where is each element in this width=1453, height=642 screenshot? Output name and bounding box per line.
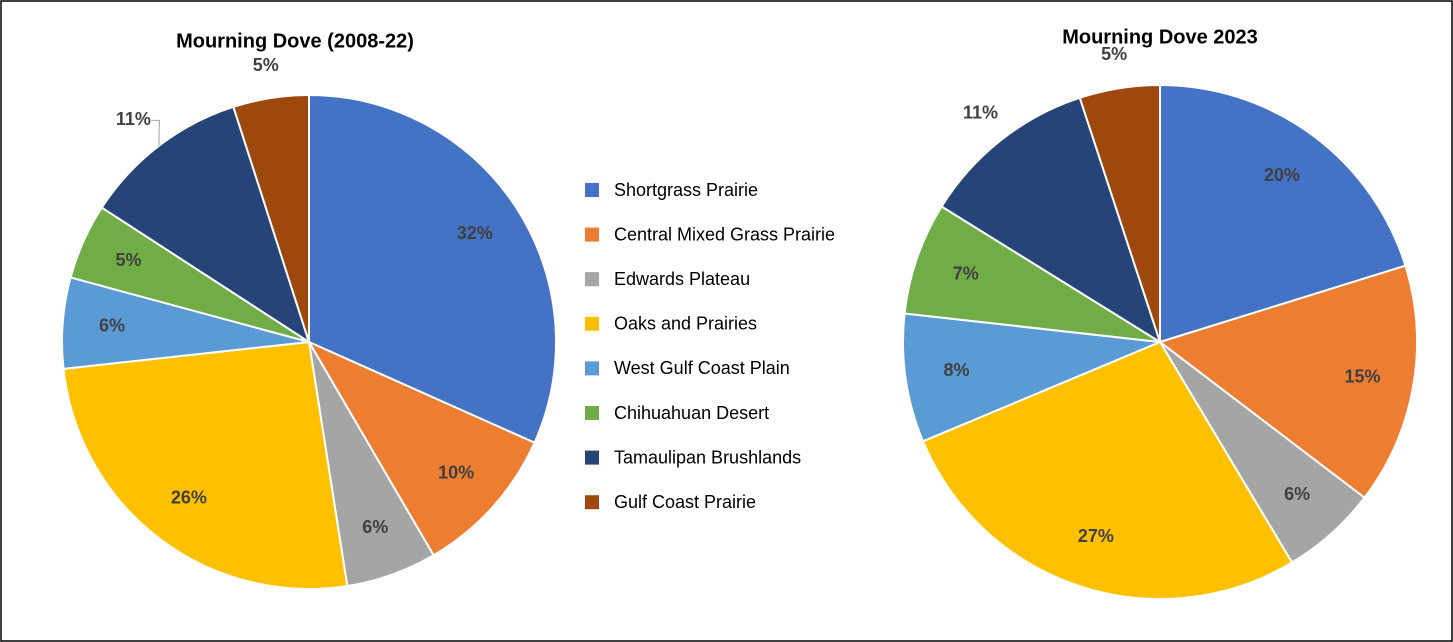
- legend-label: Central Mixed Grass Prairie: [614, 224, 835, 244]
- legend-swatch: [585, 272, 599, 287]
- data-label: 11%: [963, 102, 998, 122]
- legend-swatch: [585, 227, 599, 242]
- data-label: 8%: [943, 360, 969, 380]
- legend-swatch: [585, 450, 599, 465]
- data-label: 5%: [253, 55, 279, 75]
- data-label: 26%: [171, 488, 207, 508]
- data-label: 6%: [362, 517, 388, 537]
- legend-label: Chihuahuan Desert: [614, 403, 769, 423]
- data-label: 15%: [1344, 366, 1380, 386]
- pie-slice: [1078, 83, 1161, 343]
- pie-slice: [232, 93, 310, 343]
- pie-slice: [62, 340, 349, 590]
- legend-swatch: [585, 316, 599, 331]
- legend-label: Oaks and Prairies: [614, 314, 757, 334]
- data-label: 6%: [99, 315, 125, 335]
- data-label: 27%: [1078, 526, 1114, 546]
- legend-label: Shortgrass Prairie: [614, 180, 758, 200]
- legend-label: Tamaulipan Brushlands: [614, 447, 801, 467]
- pie-slice: [1157, 264, 1418, 500]
- legend-swatch: [585, 183, 599, 197]
- legend-swatch: [585, 361, 599, 376]
- legend-label: Gulf Coast Prairie: [614, 492, 756, 512]
- data-label: 32%: [457, 223, 493, 243]
- pie-slice: [921, 340, 1294, 600]
- pie-slice: [903, 205, 1161, 343]
- pie-slice: [940, 96, 1162, 345]
- data-label: 10%: [438, 463, 474, 483]
- chart-title: Mourning Dove 2023: [1062, 26, 1258, 48]
- pie-slice: [308, 93, 557, 445]
- pie-slice: [902, 312, 1164, 443]
- legend-label: Edwards Plateau: [614, 269, 750, 289]
- pie-slice: [100, 105, 311, 345]
- data-label: 7%: [953, 264, 979, 284]
- data-label: 5%: [116, 250, 142, 270]
- legend-label: West Gulf Coast Plain: [614, 358, 790, 378]
- leader-line: [151, 119, 160, 146]
- legend-swatch: [585, 495, 599, 510]
- data-label: 20%: [1264, 165, 1300, 185]
- data-label: 6%: [1284, 484, 1310, 504]
- pie-slice: [1159, 83, 1407, 344]
- chart-title: Mourning Dove (2008-22): [176, 30, 414, 52]
- legend-swatch: [585, 406, 599, 420]
- data-label: 11%: [116, 109, 151, 129]
- data-label: 5%: [1101, 44, 1127, 64]
- pie-slice: [306, 339, 536, 557]
